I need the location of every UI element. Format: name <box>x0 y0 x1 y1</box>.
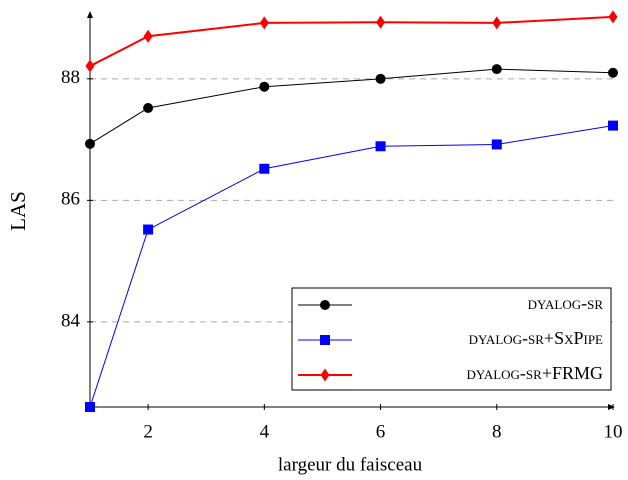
marker <box>608 120 618 131</box>
marker <box>259 81 270 92</box>
marker <box>259 16 269 30</box>
x-tick-label: 10 <box>604 421 623 442</box>
x-axis-label: largeur du faisceau <box>278 454 423 475</box>
marker <box>143 29 153 43</box>
marker <box>608 67 618 78</box>
x-tick-label: 2 <box>143 421 153 442</box>
marker <box>85 59 95 73</box>
x-tick-label: 6 <box>376 421 386 442</box>
y-axis-arrow <box>87 11 93 18</box>
marker <box>491 64 502 75</box>
marker <box>143 102 154 113</box>
marker <box>143 224 154 235</box>
x-tick-label: 4 <box>260 421 270 442</box>
marker <box>492 16 502 30</box>
series-line <box>89 15 614 67</box>
y-axis-label: LAS <box>6 191 30 231</box>
marker <box>320 335 330 345</box>
marker <box>85 402 95 412</box>
legend-label: dyalog-sr <box>528 293 604 313</box>
marker <box>320 368 330 382</box>
marker <box>320 300 330 310</box>
marker <box>85 138 95 149</box>
series-line <box>89 68 614 145</box>
marker <box>376 15 386 29</box>
marker <box>375 73 386 84</box>
y-tick-label: 88 <box>61 67 80 88</box>
x-tick-label: 8 <box>492 421 502 442</box>
legend-label: dyalog-sr+FRMG <box>466 363 603 383</box>
y-tick-label: 84 <box>61 310 81 331</box>
y-tick-label: 86 <box>61 189 80 210</box>
marker <box>375 141 386 152</box>
x-axis-arrow <box>608 404 615 410</box>
marker <box>259 163 270 174</box>
marker <box>491 139 502 150</box>
series-line <box>89 125 614 408</box>
legend-label: dyalog-sr+SxPipe <box>469 328 603 348</box>
marker <box>608 10 618 24</box>
